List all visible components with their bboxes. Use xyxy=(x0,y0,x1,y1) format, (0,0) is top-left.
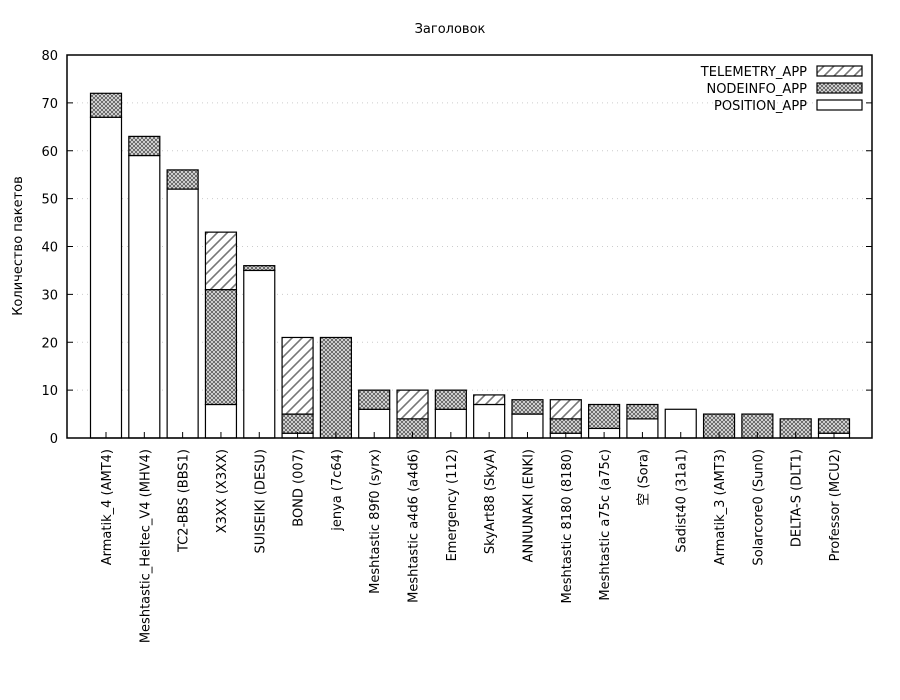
bar-segment-nodeinfo-app xyxy=(281,413,314,434)
y-tick-label: 50 xyxy=(41,193,58,208)
bar-segment-telemetry-app xyxy=(204,231,238,291)
legend-label: POSITION_APP xyxy=(714,99,807,114)
bar-segment-nodeinfo-app xyxy=(358,389,391,410)
bar-segment-nodeinfo-app xyxy=(817,418,851,434)
legend-swatch-telemetry-app xyxy=(816,65,863,77)
x-tick-label: Meshtastic a75c (a75c) xyxy=(598,449,613,601)
bar-segment-telemetry-app xyxy=(281,336,314,415)
x-tick-label: jenya (7c64) xyxy=(330,449,345,532)
bar-segment-position-app xyxy=(128,154,161,439)
x-tick-label: SUISEIKI (DESU) xyxy=(253,449,268,554)
x-tick-label: SkyArt88 (SkyA) xyxy=(483,449,498,554)
bar-segment-position-app xyxy=(89,116,123,439)
bar-segment-nodeinfo-app xyxy=(204,288,238,406)
x-tick-label: BOND (007) xyxy=(292,449,307,527)
x-tick-label: Solarcore0 (Sun0) xyxy=(751,449,766,566)
y-tick-label: 70 xyxy=(41,97,58,112)
bar-segment-nodeinfo-app xyxy=(511,399,544,415)
bar-segment-nodeinfo-app xyxy=(89,92,123,118)
bar-segment-telemetry-app xyxy=(473,394,506,406)
bar-segment-position-app xyxy=(166,188,199,439)
x-tick-label: 空 (Sora) xyxy=(636,449,651,506)
legend-swatch-nodeinfo-app xyxy=(816,82,863,94)
y-tick-label: 0 xyxy=(50,432,58,447)
x-tick-label: Armatik_3 (AMT3) xyxy=(713,449,728,565)
bar-segment-nodeinfo-app xyxy=(588,403,621,430)
y-tick-label: 20 xyxy=(41,336,58,351)
x-tick-label: X3XX (X3XX) xyxy=(215,449,230,533)
y-tick-label: 40 xyxy=(41,241,58,256)
legend-label: NODEINFO_APP xyxy=(706,82,807,97)
y-tick-label: 80 xyxy=(41,49,58,64)
bar-segment-nodeinfo-app xyxy=(128,135,161,157)
x-tick-label: Armatik_4 (AMT4) xyxy=(100,449,115,565)
x-tick-label: Meshtastic a4d6 (a4d6) xyxy=(407,449,422,603)
x-tick-label: TC2-BBS (BBS1) xyxy=(177,449,192,553)
x-tick-label: DELTA-S (DLT1) xyxy=(790,449,805,547)
legend-label: TELEMETRY_APP xyxy=(700,65,807,80)
x-tick-label: ANNUNAKI (ENKI) xyxy=(521,449,536,562)
chart-title: Заголовок xyxy=(415,22,486,37)
bar-segment-nodeinfo-app xyxy=(434,389,467,410)
bar-segment-nodeinfo-app xyxy=(166,169,199,190)
bar-segment-telemetry-app xyxy=(396,389,429,420)
x-tick-label: Meshtastic 89f0 (syrx) xyxy=(368,449,383,594)
x-tick-label: Professor (MCU2) xyxy=(828,449,843,561)
legend-swatch-position-app xyxy=(816,99,863,111)
x-tick-label: Emergency (112) xyxy=(445,449,460,561)
y-tick-label: 60 xyxy=(41,145,58,160)
bar-segment-nodeinfo-app xyxy=(319,336,352,439)
x-tick-label: Sadist40 (31a1) xyxy=(675,449,690,553)
y-tick-label: 10 xyxy=(41,384,58,399)
bar-segment-telemetry-app xyxy=(549,399,582,420)
bar-segment-nodeinfo-app xyxy=(626,403,659,420)
bar-segment-nodeinfo-app xyxy=(243,265,276,272)
x-tick-label: Meshtastic 8180 (8180) xyxy=(560,449,575,604)
x-tick-label: Meshtastic_Heltec_V4 (MHV4) xyxy=(138,449,153,643)
bar-segment-nodeinfo-app xyxy=(549,418,582,434)
y-tick-label: 30 xyxy=(41,288,58,303)
bar-segment-position-app xyxy=(243,269,276,439)
y-axis-label: Количество пакетов xyxy=(11,176,26,316)
